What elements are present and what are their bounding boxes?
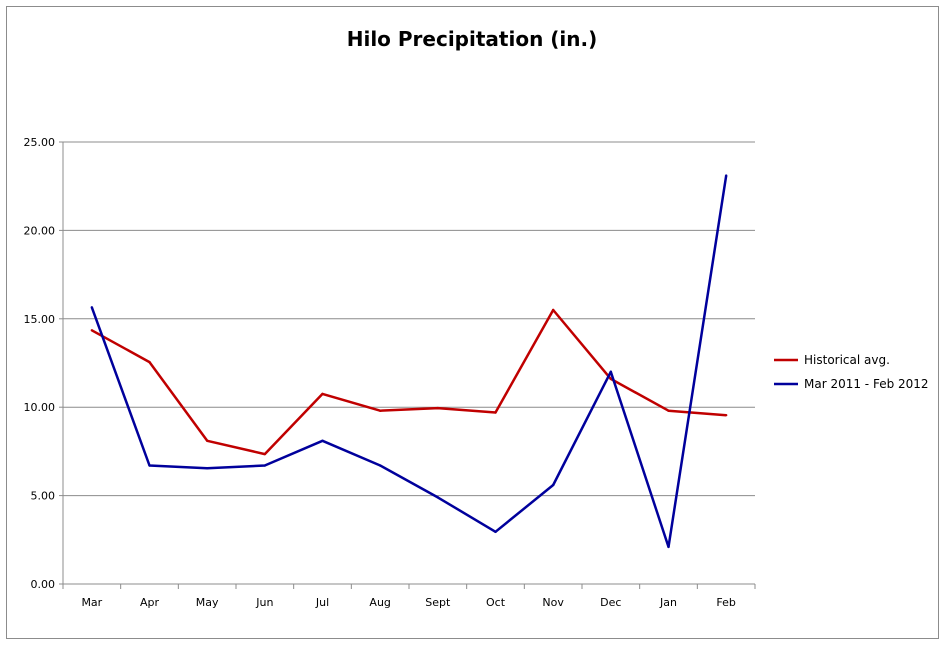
legend-label-2: Mar 2011 - Feb 2012: [804, 377, 929, 391]
x-tick-label: Oct: [486, 596, 506, 609]
x-tick-label: Aug: [369, 596, 390, 609]
x-tick-label: May: [196, 596, 219, 609]
x-tick-label: Apr: [140, 596, 160, 609]
y-tick-label: 20.00: [24, 224, 56, 237]
x-tick-label: Sept: [425, 596, 451, 609]
data-point: [90, 329, 94, 332]
data-point: [667, 409, 670, 412]
data-point: [724, 174, 728, 177]
x-tick-label: Jul: [315, 596, 329, 609]
data-point: [321, 439, 324, 442]
data-point: [436, 406, 440, 410]
gridlines: [63, 141, 755, 497]
data-point: [90, 306, 94, 309]
data-point: [378, 409, 382, 412]
data-point: [205, 466, 209, 470]
data-point: [263, 464, 267, 467]
data-point: [494, 530, 497, 534]
data-point: [724, 413, 728, 417]
axes: 0.00 5.00 10.00 15.00 20.00 25.00 Mar Apr May Jun…: [24, 136, 756, 609]
series-line-1: [91, 308, 727, 456]
y-tick-label: 25.00: [24, 136, 56, 149]
data-point: [263, 452, 267, 456]
x-tick-label: Jan: [659, 596, 677, 609]
data-point: [667, 545, 670, 549]
x-tick-label: Jun: [255, 596, 273, 609]
y-tick-label: 5.00: [31, 490, 56, 503]
x-tick-label: Dec: [600, 596, 621, 609]
x-tick-label: Nov: [542, 596, 564, 609]
data-point: [148, 360, 151, 364]
data-point: [494, 411, 497, 414]
line-chart: Hilo Precipitation (in.) 0.00 5.00 10.00 15…: [24, 27, 929, 609]
y-tick-label: 15.00: [24, 313, 56, 326]
y-tick-label: 0.00: [31, 578, 56, 591]
data-point: [609, 377, 613, 381]
y-tick-label: 10.00: [24, 401, 56, 414]
data-point: [551, 308, 555, 312]
data-point: [378, 464, 382, 467]
data-point: [609, 370, 613, 374]
series-line-2: [90, 175, 728, 549]
legend: Historical avg. Mar 2011 - Feb 2012: [774, 353, 929, 391]
data-point: [148, 464, 151, 467]
data-point: [436, 496, 440, 499]
data-point: [321, 392, 324, 396]
legend-label-1: Historical avg.: [804, 353, 890, 367]
chart-frame: Hilo Precipitation (in.) 0.00 5.00 10.00 15…: [6, 6, 939, 639]
x-tick-label: Feb: [716, 596, 735, 609]
chart-title: Hilo Precipitation (in.): [347, 27, 598, 51]
series-lines: [90, 174, 728, 549]
data-point: [551, 483, 555, 487]
data-point: [205, 439, 209, 442]
x-tick-label: Mar: [81, 596, 102, 609]
